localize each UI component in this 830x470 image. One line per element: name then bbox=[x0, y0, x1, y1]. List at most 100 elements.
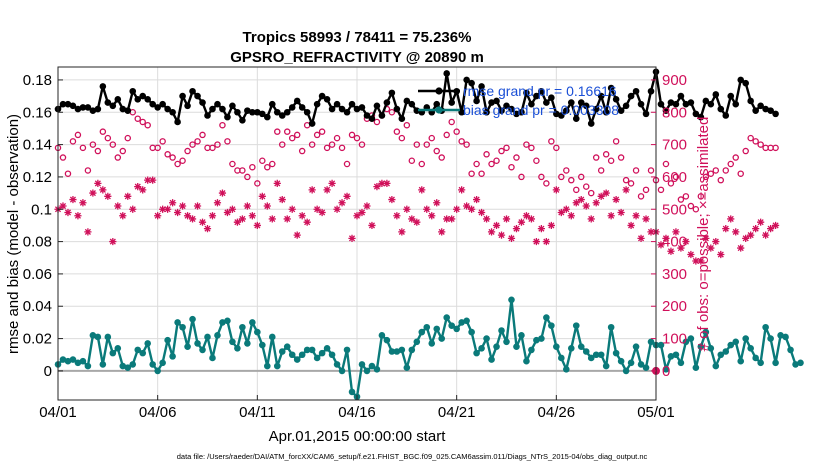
obs-possible-point bbox=[742, 147, 749, 155]
bias-point bbox=[792, 361, 799, 368]
bias-point bbox=[463, 317, 470, 325]
obs-possible-point bbox=[553, 144, 560, 152]
rmse-point bbox=[448, 99, 455, 106]
bias-point bbox=[677, 359, 685, 367]
bias-point bbox=[747, 344, 754, 352]
rmse-point bbox=[174, 118, 181, 126]
obs-possible-point bbox=[109, 141, 117, 148]
rmse-point bbox=[129, 87, 137, 95]
bias-point bbox=[373, 365, 381, 373]
y-right-tick-label: 700 bbox=[662, 137, 687, 154]
bias-point bbox=[567, 344, 575, 352]
rmse-point bbox=[169, 108, 176, 116]
obs-assimilated-point bbox=[662, 234, 670, 242]
bias-point bbox=[518, 332, 525, 339]
obs-possible-point bbox=[503, 144, 510, 152]
bias-point bbox=[89, 332, 97, 339]
bias-point bbox=[473, 349, 480, 357]
obs-assimilated-point bbox=[198, 218, 207, 226]
rmse-point bbox=[737, 76, 745, 84]
obs-assimilated-point bbox=[119, 212, 127, 220]
bias-point bbox=[717, 351, 725, 359]
obs-assimilated-point bbox=[363, 202, 371, 210]
rmse-point bbox=[602, 108, 610, 116]
bias-point bbox=[782, 333, 789, 341]
obs-assimilated-point bbox=[772, 221, 780, 230]
bias-point bbox=[697, 343, 705, 350]
obs-possible-point bbox=[249, 163, 256, 171]
obs-possible-point bbox=[169, 154, 176, 161]
rmse-point bbox=[388, 89, 396, 97]
obs-assimilated-point bbox=[672, 228, 680, 236]
obs-possible-point bbox=[548, 138, 555, 145]
rmse-point bbox=[523, 89, 530, 97]
obs-possible-point bbox=[408, 157, 416, 165]
obs-possible-point bbox=[617, 154, 625, 161]
obs-assimilated-point bbox=[218, 189, 227, 197]
obs-possible-point bbox=[523, 141, 530, 148]
obs-assimilated-point bbox=[717, 250, 725, 259]
obs-assimilated-point bbox=[174, 208, 182, 217]
obs-possible-point bbox=[443, 131, 450, 139]
obs-possible-point bbox=[498, 147, 505, 155]
obs-assimilated-point bbox=[114, 202, 122, 210]
obs-possible-point bbox=[254, 180, 261, 187]
obs-possible-point bbox=[358, 141, 366, 148]
rmse-point bbox=[293, 97, 301, 105]
bias-point bbox=[358, 361, 366, 368]
bias-point bbox=[249, 319, 256, 326]
rmse-point bbox=[313, 100, 321, 108]
rmse-point bbox=[104, 99, 112, 106]
obs-possible-point bbox=[752, 138, 759, 145]
bias-point bbox=[732, 338, 740, 346]
rmse-point bbox=[89, 107, 97, 114]
obs-possible-point bbox=[104, 134, 112, 142]
obs-assimilated-point bbox=[552, 186, 560, 194]
rmse-point bbox=[378, 112, 386, 119]
bias-point bbox=[99, 361, 107, 368]
rmse-point bbox=[303, 108, 311, 116]
obs-assimilated-point bbox=[612, 195, 620, 204]
obs-assimilated-point bbox=[512, 225, 521, 233]
obs-possible-point bbox=[64, 170, 72, 177]
obs-assimilated-point bbox=[243, 202, 251, 210]
rmse-point bbox=[627, 92, 635, 100]
obs-assimilated-point bbox=[348, 234, 356, 242]
obs-assimilated-point bbox=[228, 205, 237, 213]
obs-possible-point bbox=[488, 160, 495, 168]
obs-possible-point bbox=[607, 157, 615, 165]
y-left-tick-label: 0.08 bbox=[23, 234, 52, 251]
obs-possible-point bbox=[568, 176, 575, 184]
obs-possible-point bbox=[283, 128, 291, 135]
bias-point bbox=[558, 354, 565, 362]
rmse-point bbox=[288, 104, 296, 111]
rmse-point bbox=[194, 92, 201, 100]
bias-point bbox=[69, 356, 77, 363]
obs-possible-point bbox=[602, 151, 610, 158]
obs-possible-point bbox=[423, 141, 431, 148]
obs-assimilated-point bbox=[547, 221, 555, 230]
obs-possible-point bbox=[722, 167, 730, 174]
obs-possible-point bbox=[293, 131, 301, 139]
obs-assimilated-point bbox=[328, 179, 336, 187]
obs-assimilated-point bbox=[582, 202, 590, 210]
bias-point bbox=[383, 336, 391, 344]
obs-possible-point bbox=[159, 138, 166, 145]
rmse-point bbox=[268, 100, 276, 108]
bias-point bbox=[418, 328, 426, 336]
obs-assimilated-point bbox=[129, 205, 137, 213]
obs-possible-point bbox=[597, 167, 605, 174]
obs-possible-point bbox=[493, 157, 500, 165]
obs-possible-point bbox=[298, 147, 306, 155]
rmse-point bbox=[538, 87, 545, 95]
rmse-point bbox=[239, 117, 246, 124]
obs-assimilated-point bbox=[477, 208, 486, 217]
obs-possible-point bbox=[642, 186, 650, 194]
bias-point bbox=[189, 315, 196, 323]
obs-possible-point bbox=[453, 128, 460, 135]
obs-possible-point bbox=[94, 147, 102, 155]
bias-point bbox=[538, 335, 545, 342]
bias-point bbox=[74, 359, 82, 367]
bias-point bbox=[657, 341, 665, 349]
obs-possible-point bbox=[632, 167, 640, 174]
